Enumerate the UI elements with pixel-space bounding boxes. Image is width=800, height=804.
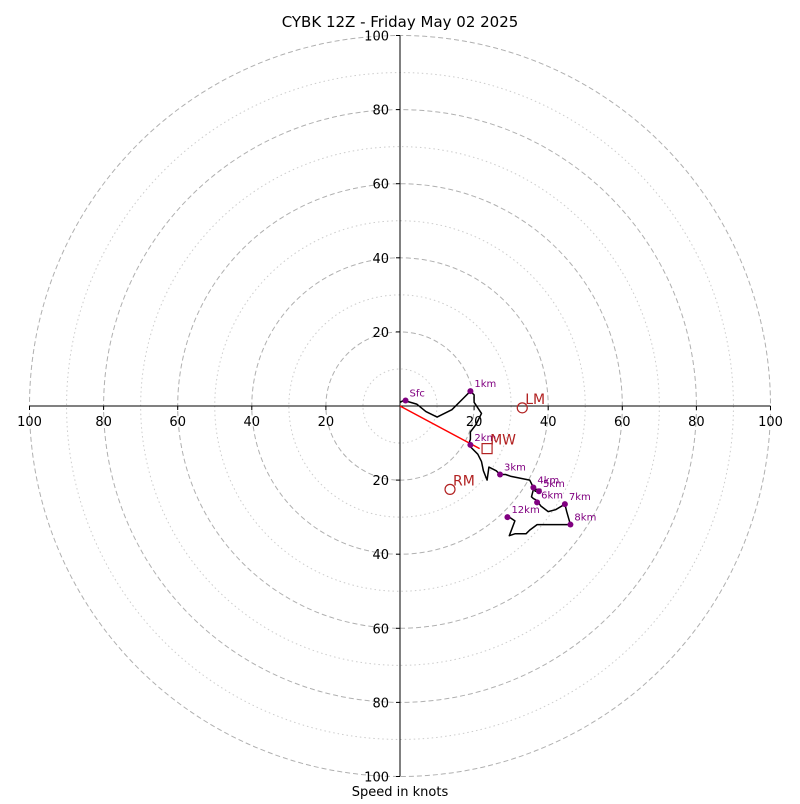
x-tick-label: 40 — [540, 415, 557, 430]
y-tick-label: 80 — [372, 104, 389, 119]
x-tick-label: 80 — [688, 415, 705, 430]
storm-marker-lm — [516, 402, 528, 414]
height-marker-sfc — [402, 397, 409, 404]
height-label-8km: 8km — [574, 513, 596, 524]
storm-marker-rm — [444, 483, 456, 495]
height-marker-4km — [530, 484, 537, 491]
storm-motion-markers: LM RM MW — [444, 392, 545, 495]
height-marker-8km — [567, 521, 574, 528]
x-tick-label: 60 — [614, 415, 631, 430]
storm-marker-mw — [481, 443, 493, 455]
height-label-4km: 4km — [537, 476, 559, 487]
height-label-5km: 5km — [543, 479, 565, 490]
hodograph-trace — [399, 390, 572, 537]
height-marker-12km — [504, 514, 511, 521]
y-tick-label: 40 — [372, 548, 389, 563]
height-label-sfc: Sfc — [410, 388, 425, 399]
height-marker-6km — [534, 499, 541, 506]
x-tick-label: 100 — [17, 415, 42, 430]
height-marker-7km — [561, 501, 568, 508]
y-tick-label: 80 — [372, 696, 389, 711]
height-label-3km: 3km — [504, 463, 526, 474]
x-tick-label: 40 — [244, 415, 261, 430]
height-marker-3km — [497, 471, 504, 478]
y-tick-label: 20 — [372, 326, 389, 341]
storm-label-mw: MW — [490, 433, 516, 449]
x-tick-label: 100 — [758, 415, 783, 430]
height-label-12km: 12km — [511, 505, 539, 516]
y-tick-label: 60 — [372, 178, 389, 193]
height-label-1km: 1km — [474, 379, 496, 390]
height-marker-1km — [467, 388, 474, 395]
tick-labels: 100 80 60 40 20 20 40 60 80 100100806040202040608… — [17, 30, 783, 786]
x-axis-label: Speed in knots — [352, 785, 449, 800]
height-label-2km: 2km — [474, 433, 496, 444]
height-marker-5km — [535, 488, 542, 495]
mean-wind-line — [399, 405, 481, 450]
storm-label-rm: RM — [453, 473, 475, 489]
y-tick-label: 100 — [364, 30, 389, 45]
height-marker-2km — [467, 441, 474, 448]
x-tick-label: 80 — [95, 415, 112, 430]
storm-label-lm: LM — [525, 392, 545, 408]
hodograph-line — [399, 390, 572, 537]
mean-wind-vector — [399, 405, 481, 450]
height-label-6km: 6km — [541, 490, 563, 501]
y-tick-label: 20 — [372, 474, 389, 489]
y-tick-label: 100 — [364, 771, 389, 786]
chart-title: CYBK 12Z - Friday May 02 2025 — [282, 13, 519, 31]
x-tick-label: 60 — [169, 415, 186, 430]
y-tick-label: 40 — [372, 252, 389, 267]
height-label-7km: 7km — [569, 492, 591, 503]
y-tick-label: 60 — [372, 622, 389, 637]
x-tick-label: 20 — [318, 415, 335, 430]
